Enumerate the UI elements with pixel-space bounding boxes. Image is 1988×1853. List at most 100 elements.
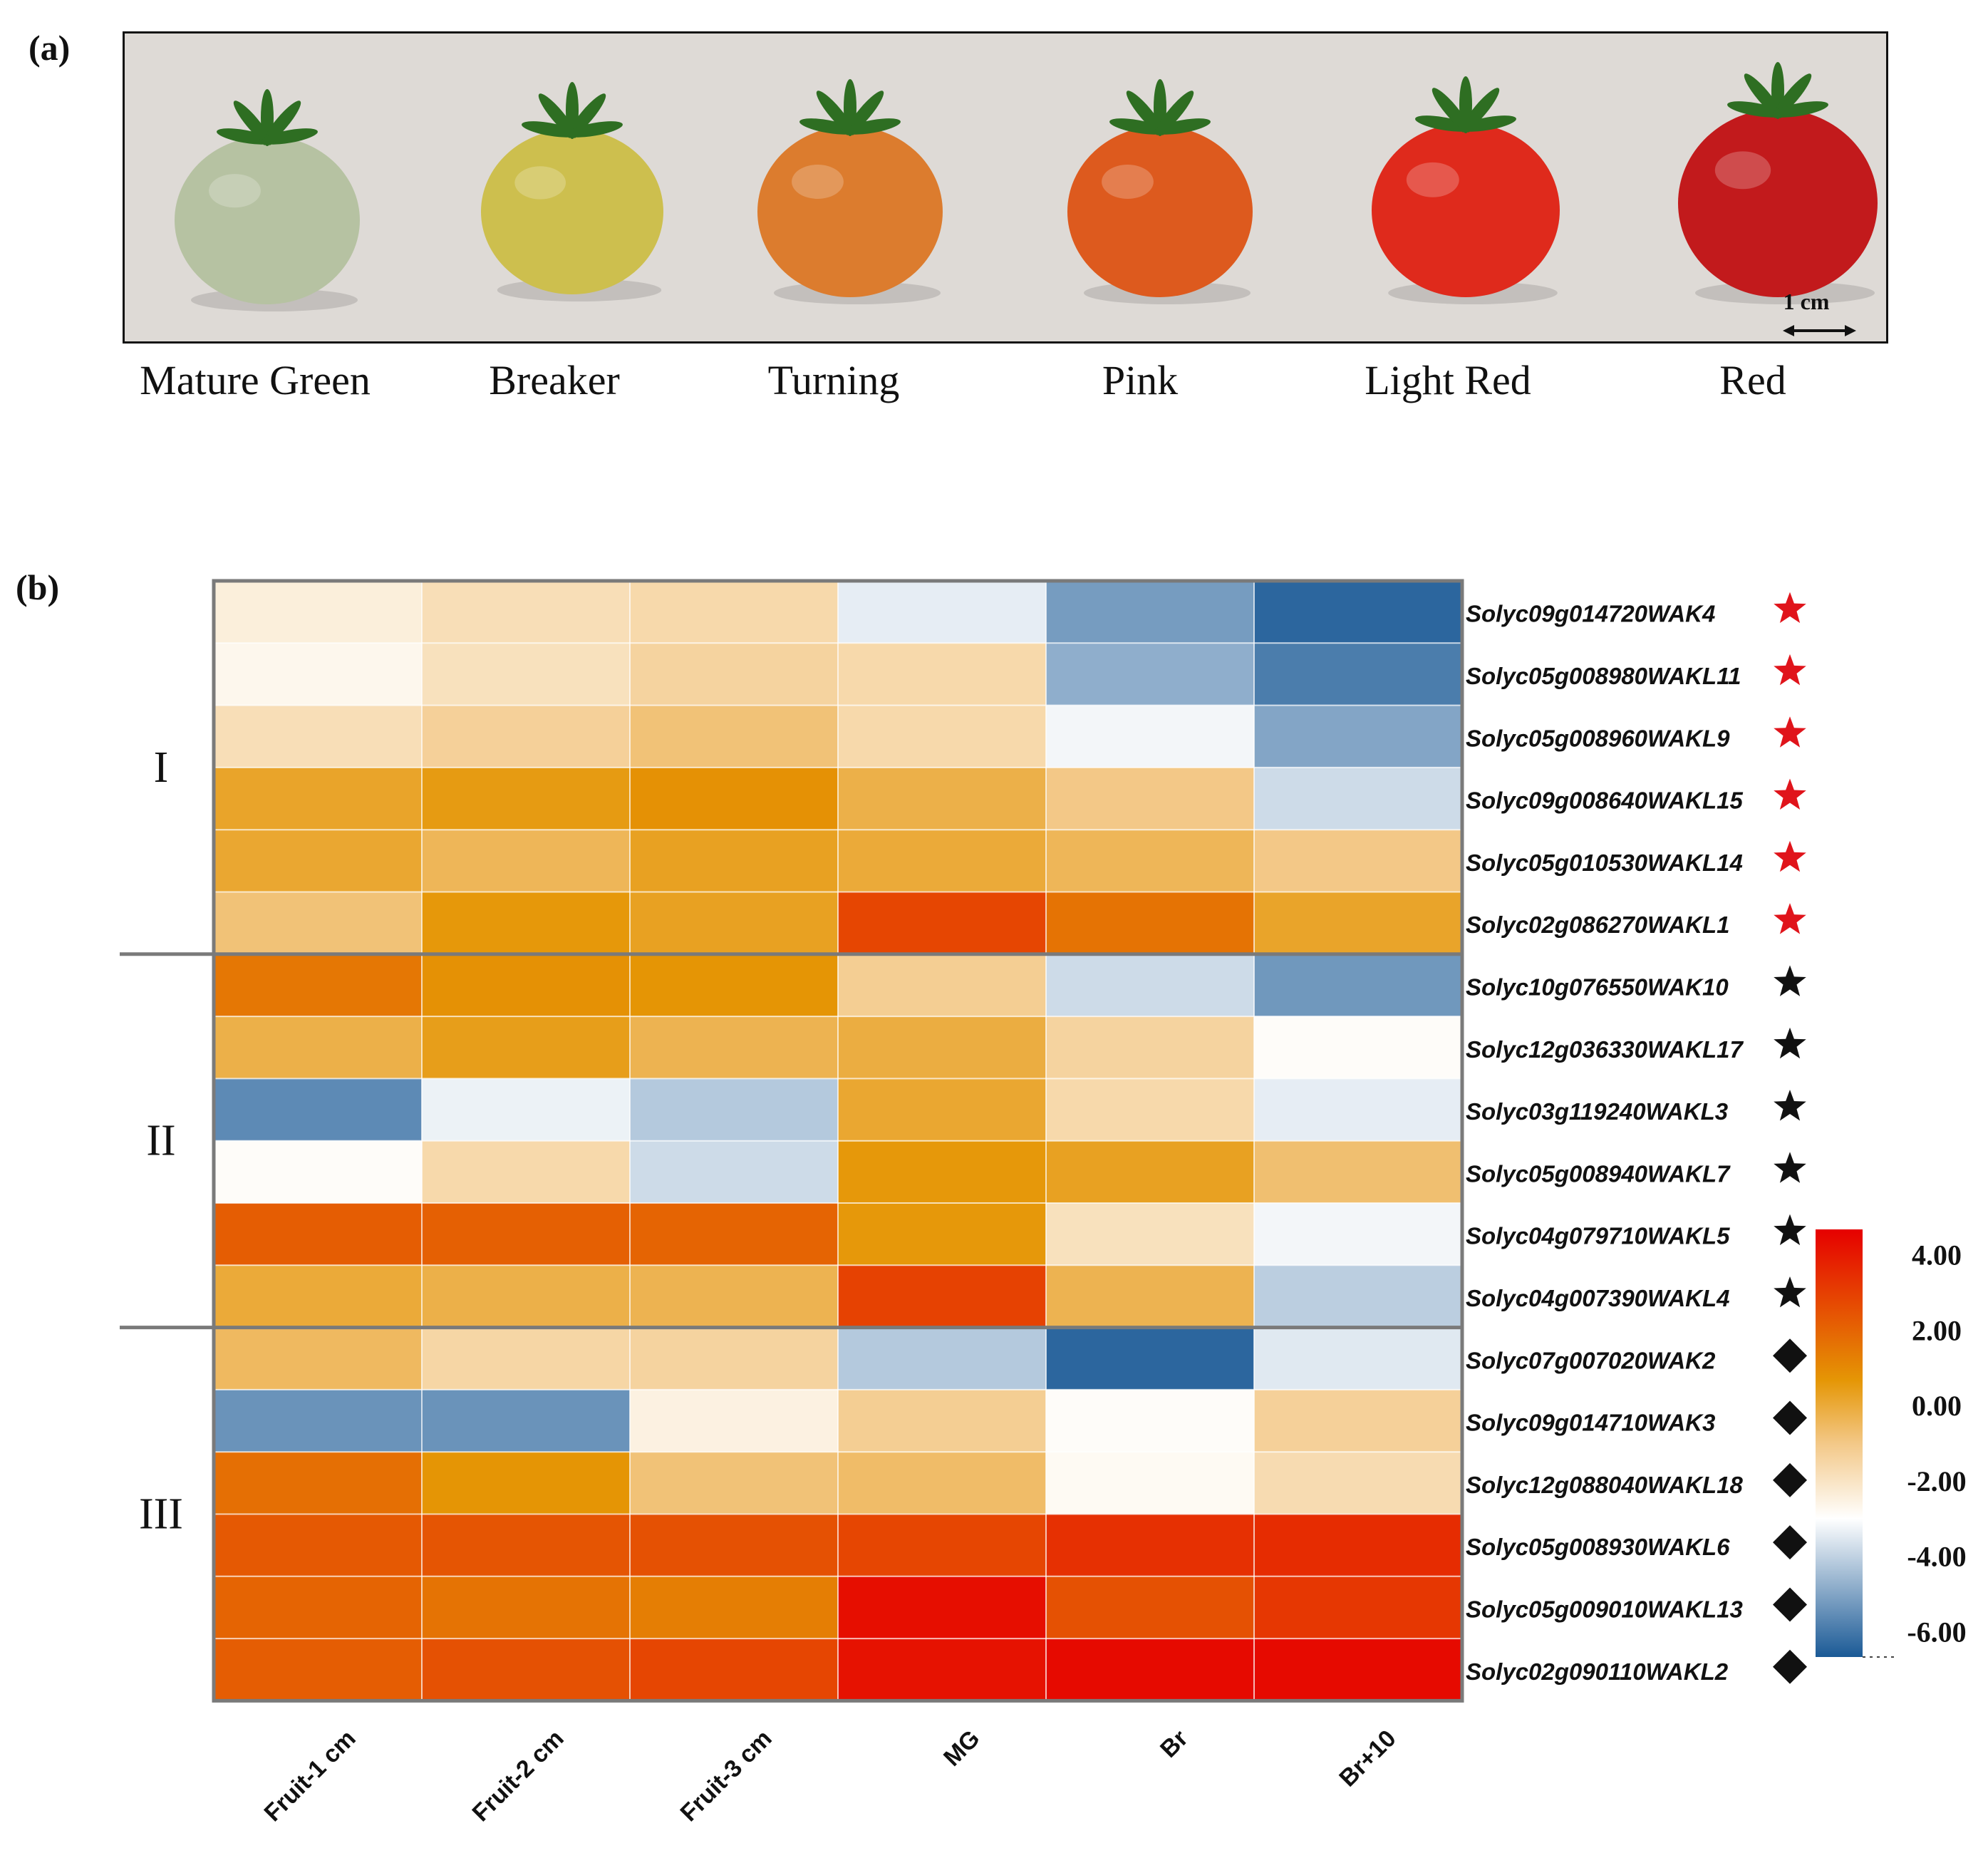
heatmap-cell	[422, 1576, 630, 1639]
gene-label: Solyc05g008980WAKL11	[1466, 663, 1741, 689]
heatmap-cell	[838, 1389, 1046, 1452]
gene-label: Solyc03g119240WAKL3	[1466, 1098, 1728, 1125]
tomato-photo: 1 cm	[123, 31, 1888, 344]
calyx-icon	[217, 89, 318, 146]
heatmap-cell	[1046, 1016, 1254, 1079]
heatmap-cell	[838, 643, 1046, 706]
gene-label: Solyc09g014710WAK3	[1466, 1410, 1715, 1436]
heatmap-cell	[214, 892, 422, 954]
panel-a-label: (a)	[29, 28, 71, 68]
scale-tick-label: 0.00	[1912, 1390, 1962, 1422]
star-icon	[1774, 592, 1806, 624]
heatmap-cell	[1254, 705, 1462, 768]
scale-bar-arrow	[1783, 325, 1856, 336]
heatmap-cell	[1254, 1452, 1462, 1514]
heatmap-cell	[1046, 1389, 1254, 1452]
heatmap-cell	[630, 767, 838, 830]
heatmap-cell	[838, 954, 1046, 1017]
scale-bar-label: 1 cm	[1783, 289, 1830, 314]
heatmap-cell	[214, 1452, 422, 1514]
gene-label: Solyc05g009010WAKL13	[1466, 1596, 1743, 1622]
heatmap-cell	[630, 892, 838, 954]
diamond-icon	[1773, 1338, 1807, 1373]
star-icon	[1774, 716, 1806, 748]
stage-label-mature-green: Mature Green	[140, 357, 371, 403]
star-icon	[1774, 1152, 1806, 1183]
heatmap-cell	[1046, 1203, 1254, 1266]
heatmap-cell	[838, 1140, 1046, 1203]
heatmap-cell	[214, 1016, 422, 1079]
heatmap-cell	[838, 892, 1046, 954]
heatmap-cell	[1254, 767, 1462, 830]
heatmap-cell	[1254, 1389, 1462, 1452]
diamond-icon	[1773, 1649, 1807, 1684]
gene-label: Solyc02g086270WAKL1	[1466, 912, 1730, 938]
gene-label: Solyc05g008930WAKL6	[1466, 1534, 1730, 1560]
heatmap-cell	[422, 1203, 630, 1266]
heatmap-cell	[630, 705, 838, 768]
heatmap-cell	[1046, 1265, 1254, 1328]
heatmap-cell	[1046, 1140, 1254, 1203]
heatmap-cell	[214, 954, 422, 1017]
clade-label-ii: II	[146, 1117, 175, 1165]
star-icon	[1774, 1276, 1806, 1308]
heatmap-cell	[422, 1514, 630, 1576]
heatmap-cell	[838, 1327, 1046, 1390]
gene-label: Solyc10g076550WAK10	[1466, 974, 1729, 1000]
color-scale-bar	[1816, 1229, 1863, 1657]
gene-label: Solyc05g010530WAKL14	[1466, 850, 1743, 876]
heatmap-cell	[838, 1203, 1046, 1266]
heatmap-cell	[1254, 1576, 1462, 1639]
diamond-icon	[1773, 1462, 1807, 1497]
heatmap-cell	[1046, 1452, 1254, 1514]
clade-label-iii: III	[139, 1490, 183, 1539]
heatmap-cell	[1254, 1514, 1462, 1576]
heatmap-cell	[838, 767, 1046, 830]
heatmap-cell	[1254, 581, 1462, 644]
heatmap-cell	[1254, 1265, 1462, 1328]
heatmap-cell	[1046, 1576, 1254, 1639]
heatmap-cell	[630, 954, 838, 1017]
calyx-icon	[1415, 76, 1516, 133]
heatmap-cell	[1046, 767, 1254, 830]
stage-label-red: Red	[1719, 357, 1786, 403]
tomato-red	[1678, 62, 1878, 304]
heatmap-cell	[422, 954, 630, 1017]
heatmap-cell	[214, 1078, 422, 1141]
heatmap-cell	[1254, 892, 1462, 954]
heatmap-cell	[214, 1140, 422, 1203]
tomato-breaker	[481, 82, 663, 301]
heatmap-cell	[422, 1638, 630, 1701]
star-icon	[1774, 778, 1806, 810]
star-icon	[1774, 654, 1806, 686]
column-label-fruit-1-cm: Fruit-1 cm	[259, 1725, 361, 1827]
heatmap-cell	[214, 1327, 422, 1390]
heatmap-cell	[630, 1389, 838, 1452]
heatmap-cell	[630, 1265, 838, 1328]
heatmap-cell	[1254, 954, 1462, 1017]
stage-label-pink: Pink	[1102, 357, 1179, 403]
heatmap-cell	[214, 830, 422, 892]
heatmap-cell	[1254, 1140, 1462, 1203]
tomato-pink	[1067, 79, 1253, 304]
heatmap-cell	[422, 1016, 630, 1079]
heatmap-cell	[1046, 954, 1254, 1017]
column-label-br-10: Br+10	[1334, 1725, 1401, 1792]
tomato-light-red	[1372, 76, 1560, 304]
heatmap-cell	[422, 1140, 630, 1203]
gene-label: Solyc05g008960WAKL9	[1466, 725, 1730, 751]
heatmap-cell	[630, 1203, 838, 1266]
heatmap-cell	[422, 892, 630, 954]
gene-label: Solyc12g036330WAKL17	[1466, 1036, 1744, 1063]
heatmap-cell	[214, 767, 422, 830]
heatmap-cell	[630, 1327, 838, 1390]
heatmap-cell	[1254, 1638, 1462, 1701]
heatmap-cell	[1046, 705, 1254, 768]
star-icon	[1774, 1027, 1806, 1059]
heatmap-cell	[838, 1265, 1046, 1328]
heatmap-cell	[422, 767, 630, 830]
heatmap-cell	[1254, 1078, 1462, 1141]
heatmap-cell	[1046, 581, 1254, 644]
calyx-icon	[522, 82, 623, 139]
heatmap-cell	[630, 1452, 838, 1514]
